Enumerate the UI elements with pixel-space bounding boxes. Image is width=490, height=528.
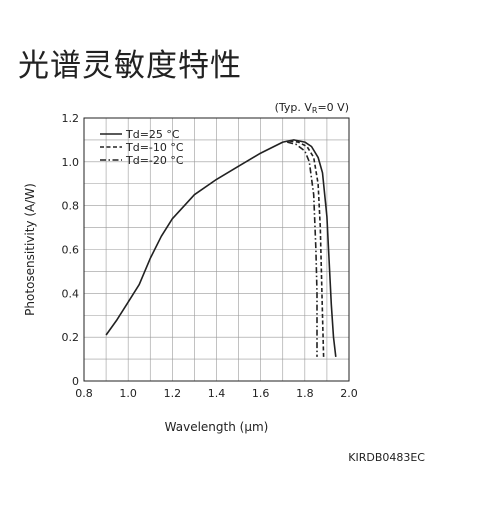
- legend-label-2: Td=-10 °C: [125, 141, 184, 154]
- x-tick-label: 0.8: [75, 387, 93, 400]
- plot-frame: [83, 117, 350, 382]
- grid-lines: [84, 118, 349, 381]
- y-tick-label: 0.2: [62, 331, 80, 344]
- y-tick-label: 0: [72, 375, 79, 388]
- legend: Td=25 °CTd=-10 °CTd=-20 °C: [100, 128, 184, 167]
- legend-label-1: Td=25 °C: [125, 128, 180, 141]
- figure-code: KIRDB0483EC: [348, 451, 425, 464]
- x-tick-label: 1.0: [119, 387, 137, 400]
- y-tick-label: 1.0: [62, 156, 80, 169]
- y-tick-label: 1.2: [62, 112, 80, 125]
- series-line-2: [289, 140, 325, 357]
- tick-labels: 0.8 1.0 1.2 1.4 1.6 1.8 2.0 0 0.2 0.4 0.6 0.8 1.0 1.2: [62, 112, 358, 400]
- x-tick-label: 2.0: [340, 387, 358, 400]
- x-tick-label: 1.4: [208, 387, 226, 400]
- x-tick-label: 1.6: [252, 387, 270, 400]
- series-lines: [105, 139, 337, 357]
- y-axis-label: Photosensitivity (A/W): [23, 183, 37, 316]
- legend-label-3: Td=-20 °C: [125, 154, 184, 167]
- y-tick-label: 0.4: [62, 287, 80, 300]
- x-tick-label: 1.2: [164, 387, 182, 400]
- x-axis-label: Wavelength (μm): [165, 420, 269, 434]
- page-title: 光谱灵敏度特性: [18, 48, 242, 84]
- x-tick-label: 1.8: [296, 387, 314, 400]
- condition-label: (Typ. VR=0 V): [275, 101, 349, 115]
- y-tick-label: 0.8: [62, 200, 80, 213]
- y-tick-label: 0.6: [62, 244, 80, 257]
- series-line-1: [105, 139, 337, 357]
